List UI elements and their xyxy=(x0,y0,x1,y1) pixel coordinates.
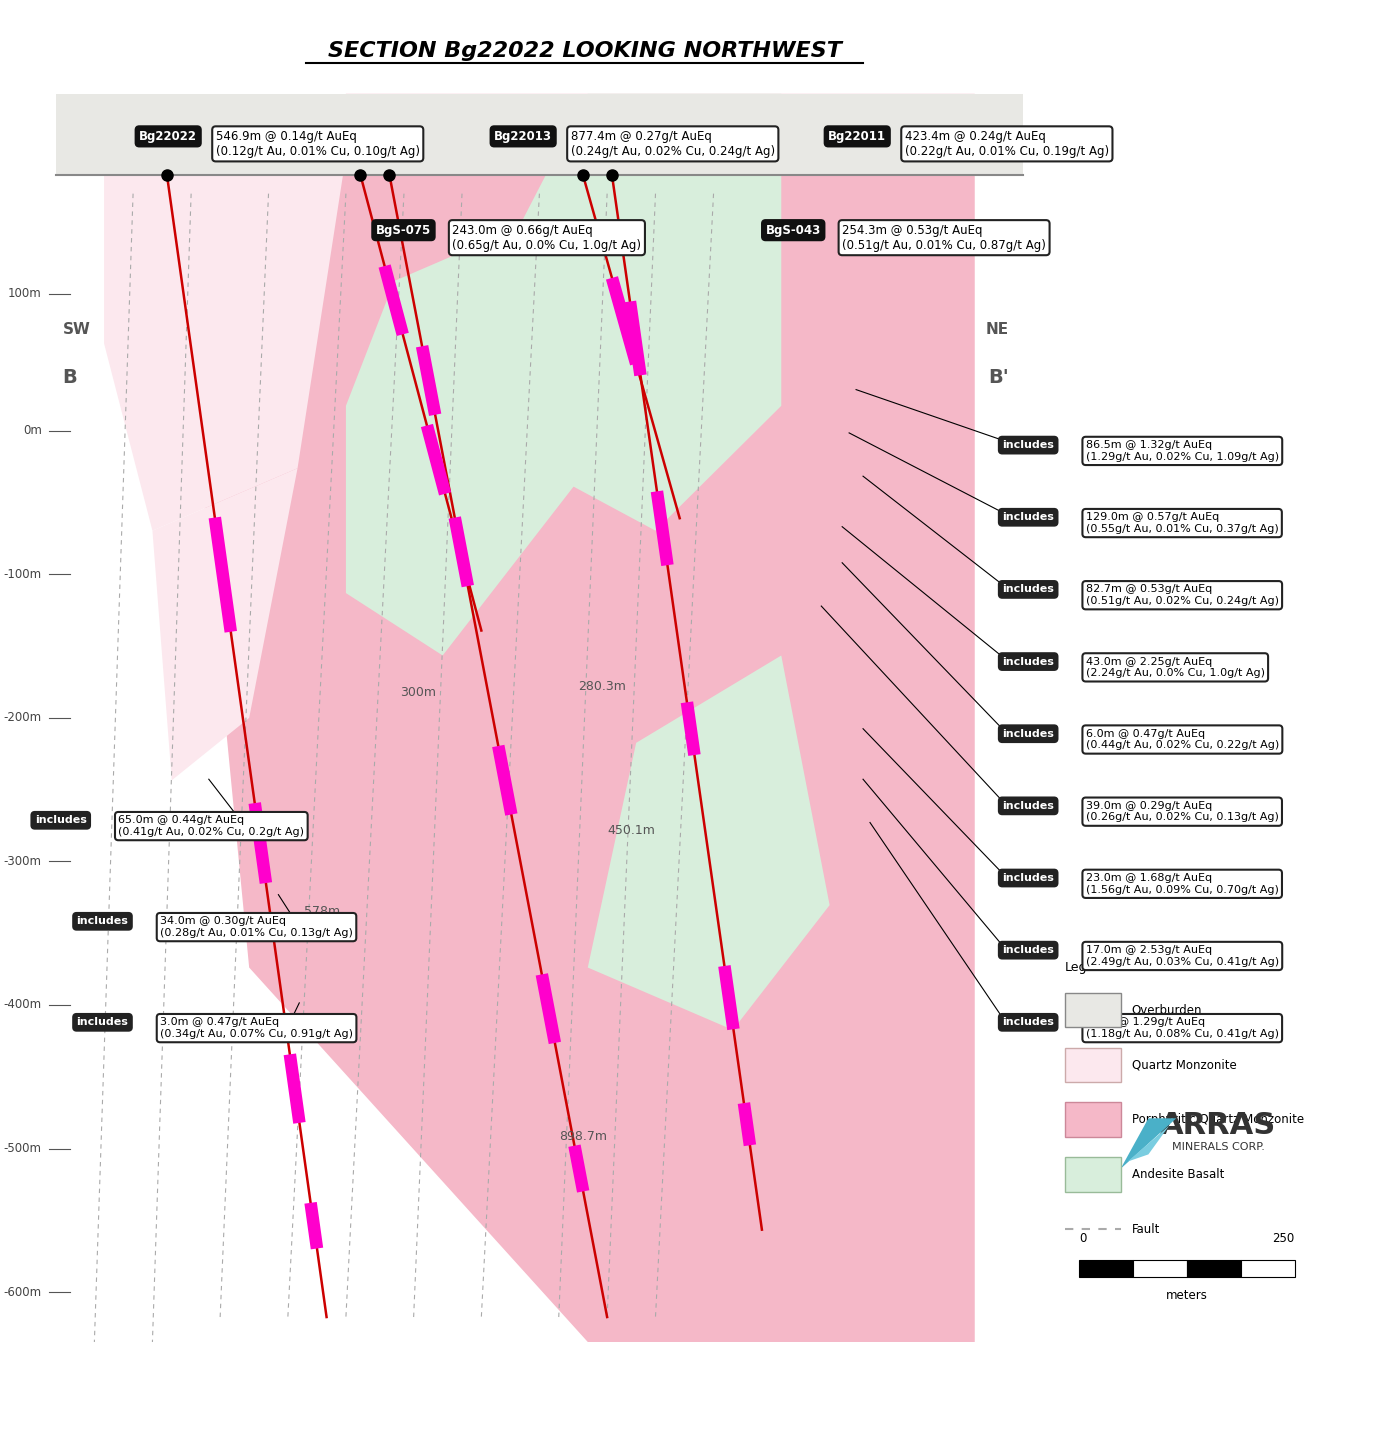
Text: includes: includes xyxy=(1002,584,1054,595)
Text: includes: includes xyxy=(77,916,128,926)
Text: meters: meters xyxy=(1165,1289,1208,1302)
Text: 129.0m @ 0.57g/t AuEq
(0.55g/t Au, 0.01% Cu, 0.37g/t Ag): 129.0m @ 0.57g/t AuEq (0.55g/t Au, 0.01%… xyxy=(1086,512,1278,534)
Text: 578m: 578m xyxy=(303,905,340,918)
Text: 450.1m: 450.1m xyxy=(607,824,656,837)
Text: 34.0m @ 0.30g/t AuEq
(0.28g/t Au, 0.01% Cu, 0.13g/t Ag): 34.0m @ 0.30g/t AuEq (0.28g/t Au, 0.01% … xyxy=(160,916,354,938)
FancyBboxPatch shape xyxy=(1065,993,1121,1027)
Text: Quartz Monzonite: Quartz Monzonite xyxy=(1132,1058,1236,1072)
Text: 17.0m @ 2.53g/t AuEq
(2.49g/t Au, 0.03% Cu, 0.41g/t Ag): 17.0m @ 2.53g/t AuEq (2.49g/t Au, 0.03% … xyxy=(1086,945,1279,967)
Text: Andesite Basalt: Andesite Basalt xyxy=(1132,1167,1224,1182)
Text: ARRAS: ARRAS xyxy=(1160,1111,1276,1140)
Text: 100m: 100m xyxy=(8,287,42,300)
Text: 423.4m @ 0.24g/t AuEq
(0.22g/t Au, 0.01% Cu, 0.19g/t Ag): 423.4m @ 0.24g/t AuEq (0.22g/t Au, 0.01%… xyxy=(905,130,1109,157)
Text: includes: includes xyxy=(1002,729,1054,739)
Text: 43.0m @ 2.25g/t AuEq
(2.24g/t Au, 0.0% Cu, 1.0g/t Ag): 43.0m @ 2.25g/t AuEq (2.24g/t Au, 0.0% C… xyxy=(1086,657,1265,678)
Polygon shape xyxy=(1121,1118,1176,1169)
Text: includes: includes xyxy=(1002,657,1054,667)
Text: includes: includes xyxy=(1002,512,1054,522)
Bar xyxy=(1133,1260,1186,1277)
Text: 254.3m @ 0.53g/t AuEq
(0.51g/t Au, 0.01% Cu, 0.87g/t Ag): 254.3m @ 0.53g/t AuEq (0.51g/t Au, 0.01%… xyxy=(842,224,1045,251)
Polygon shape xyxy=(1128,1126,1169,1162)
Text: includes: includes xyxy=(1002,801,1054,811)
Text: BgS-043: BgS-043 xyxy=(766,224,821,237)
Text: 6.3m @ 1.29g/t AuEq
(1.18g/t Au, 0.08% Cu, 0.41g/t Ag): 6.3m @ 1.29g/t AuEq (1.18g/t Au, 0.08% C… xyxy=(1086,1017,1279,1039)
Text: Fault: Fault xyxy=(1132,1222,1160,1237)
Text: includes: includes xyxy=(1002,440,1054,450)
Text: -500m: -500m xyxy=(4,1141,42,1154)
Text: -200m: -200m xyxy=(4,711,42,724)
Text: 0m: 0m xyxy=(22,424,42,437)
Text: 250: 250 xyxy=(1272,1232,1295,1245)
Text: -300m: -300m xyxy=(4,854,42,867)
Text: Porphyritic Quartz Monzonite: Porphyritic Quartz Monzonite xyxy=(1132,1113,1304,1127)
Text: SW: SW xyxy=(63,322,90,336)
Text: 6.0m @ 0.47g/t AuEq
(0.44g/t Au, 0.02% Cu, 0.22g/t Ag): 6.0m @ 0.47g/t AuEq (0.44g/t Au, 0.02% C… xyxy=(1086,729,1279,750)
Text: -100m: -100m xyxy=(4,569,42,582)
Text: Bg22011: Bg22011 xyxy=(828,130,887,143)
Text: B: B xyxy=(63,368,78,387)
Text: BgS-075: BgS-075 xyxy=(376,224,432,237)
Polygon shape xyxy=(587,655,830,1030)
Polygon shape xyxy=(56,94,1023,175)
Text: 0: 0 xyxy=(1079,1232,1086,1245)
Text: 280.3m: 280.3m xyxy=(578,680,626,693)
Text: includes: includes xyxy=(1002,945,1054,955)
Text: 300m: 300m xyxy=(401,687,437,700)
Bar xyxy=(1240,1260,1295,1277)
Text: -400m: -400m xyxy=(4,999,42,1012)
Text: NE: NE xyxy=(986,322,1009,336)
Text: 65.0m @ 0.44g/t AuEq
(0.41g/t Au, 0.02% Cu, 0.2g/t Ag): 65.0m @ 0.44g/t AuEq (0.41g/t Au, 0.02% … xyxy=(118,815,305,837)
Text: 243.0m @ 0.66g/t AuEq
(0.65g/t Au, 0.0% Cu, 1.0g/t Ag): 243.0m @ 0.66g/t AuEq (0.65g/t Au, 0.0% … xyxy=(452,224,642,251)
Text: 898.7m: 898.7m xyxy=(560,1130,607,1143)
FancyBboxPatch shape xyxy=(1065,1048,1121,1082)
Polygon shape xyxy=(104,156,345,531)
Text: 23.0m @ 1.68g/t AuEq
(1.56g/t Au, 0.09% Cu, 0.70g/t Ag): 23.0m @ 1.68g/t AuEq (1.56g/t Au, 0.09% … xyxy=(1086,873,1279,895)
Polygon shape xyxy=(345,218,587,655)
Polygon shape xyxy=(491,94,781,531)
Text: 3.0m @ 0.47g/t AuEq
(0.34g/t Au, 0.07% Cu, 0.91g/t Ag): 3.0m @ 0.47g/t AuEq (0.34g/t Au, 0.07% C… xyxy=(160,1017,354,1039)
Text: includes: includes xyxy=(1002,873,1054,883)
Text: includes: includes xyxy=(35,815,86,825)
Text: 86.5m @ 1.32g/t AuEq
(1.29g/t Au, 0.02% Cu, 1.09g/t Ag): 86.5m @ 1.32g/t AuEq (1.29g/t Au, 0.02% … xyxy=(1086,440,1279,462)
Polygon shape xyxy=(200,94,974,1342)
Bar xyxy=(1079,1260,1133,1277)
Text: includes: includes xyxy=(77,1017,128,1027)
Text: Overburden: Overburden xyxy=(1132,1003,1203,1017)
Text: Bg22013: Bg22013 xyxy=(494,130,553,143)
Text: SECTION Bg22022 LOOKING NORTHWEST: SECTION Bg22022 LOOKING NORTHWEST xyxy=(327,40,842,61)
Text: Bg22022: Bg22022 xyxy=(139,130,198,143)
Text: B': B' xyxy=(988,368,1009,387)
Text: -600m: -600m xyxy=(4,1286,42,1299)
Bar xyxy=(1186,1260,1240,1277)
FancyBboxPatch shape xyxy=(1065,1102,1121,1137)
Text: 39.0m @ 0.29g/t AuEq
(0.26g/t Au, 0.02% Cu, 0.13g/t Ag): 39.0m @ 0.29g/t AuEq (0.26g/t Au, 0.02% … xyxy=(1086,801,1279,823)
Text: 877.4m @ 0.27g/t AuEq
(0.24g/t Au, 0.02% Cu, 0.24g/t Ag): 877.4m @ 0.27g/t AuEq (0.24g/t Au, 0.02%… xyxy=(571,130,775,157)
Text: MINERALS CORP.: MINERALS CORP. xyxy=(1172,1143,1264,1152)
Text: 546.9m @ 0.14g/t AuEq
(0.12g/t Au, 0.01% Cu, 0.10g/t Ag): 546.9m @ 0.14g/t AuEq (0.12g/t Au, 0.01%… xyxy=(216,130,420,157)
Polygon shape xyxy=(152,468,298,781)
Text: 82.7m @ 0.53g/t AuEq
(0.51g/t Au, 0.02% Cu, 0.24g/t Ag): 82.7m @ 0.53g/t AuEq (0.51g/t Au, 0.02% … xyxy=(1086,584,1279,606)
Text: includes: includes xyxy=(1002,1017,1054,1027)
FancyBboxPatch shape xyxy=(1065,1157,1121,1192)
Text: Legend: Legend xyxy=(1065,961,1111,974)
